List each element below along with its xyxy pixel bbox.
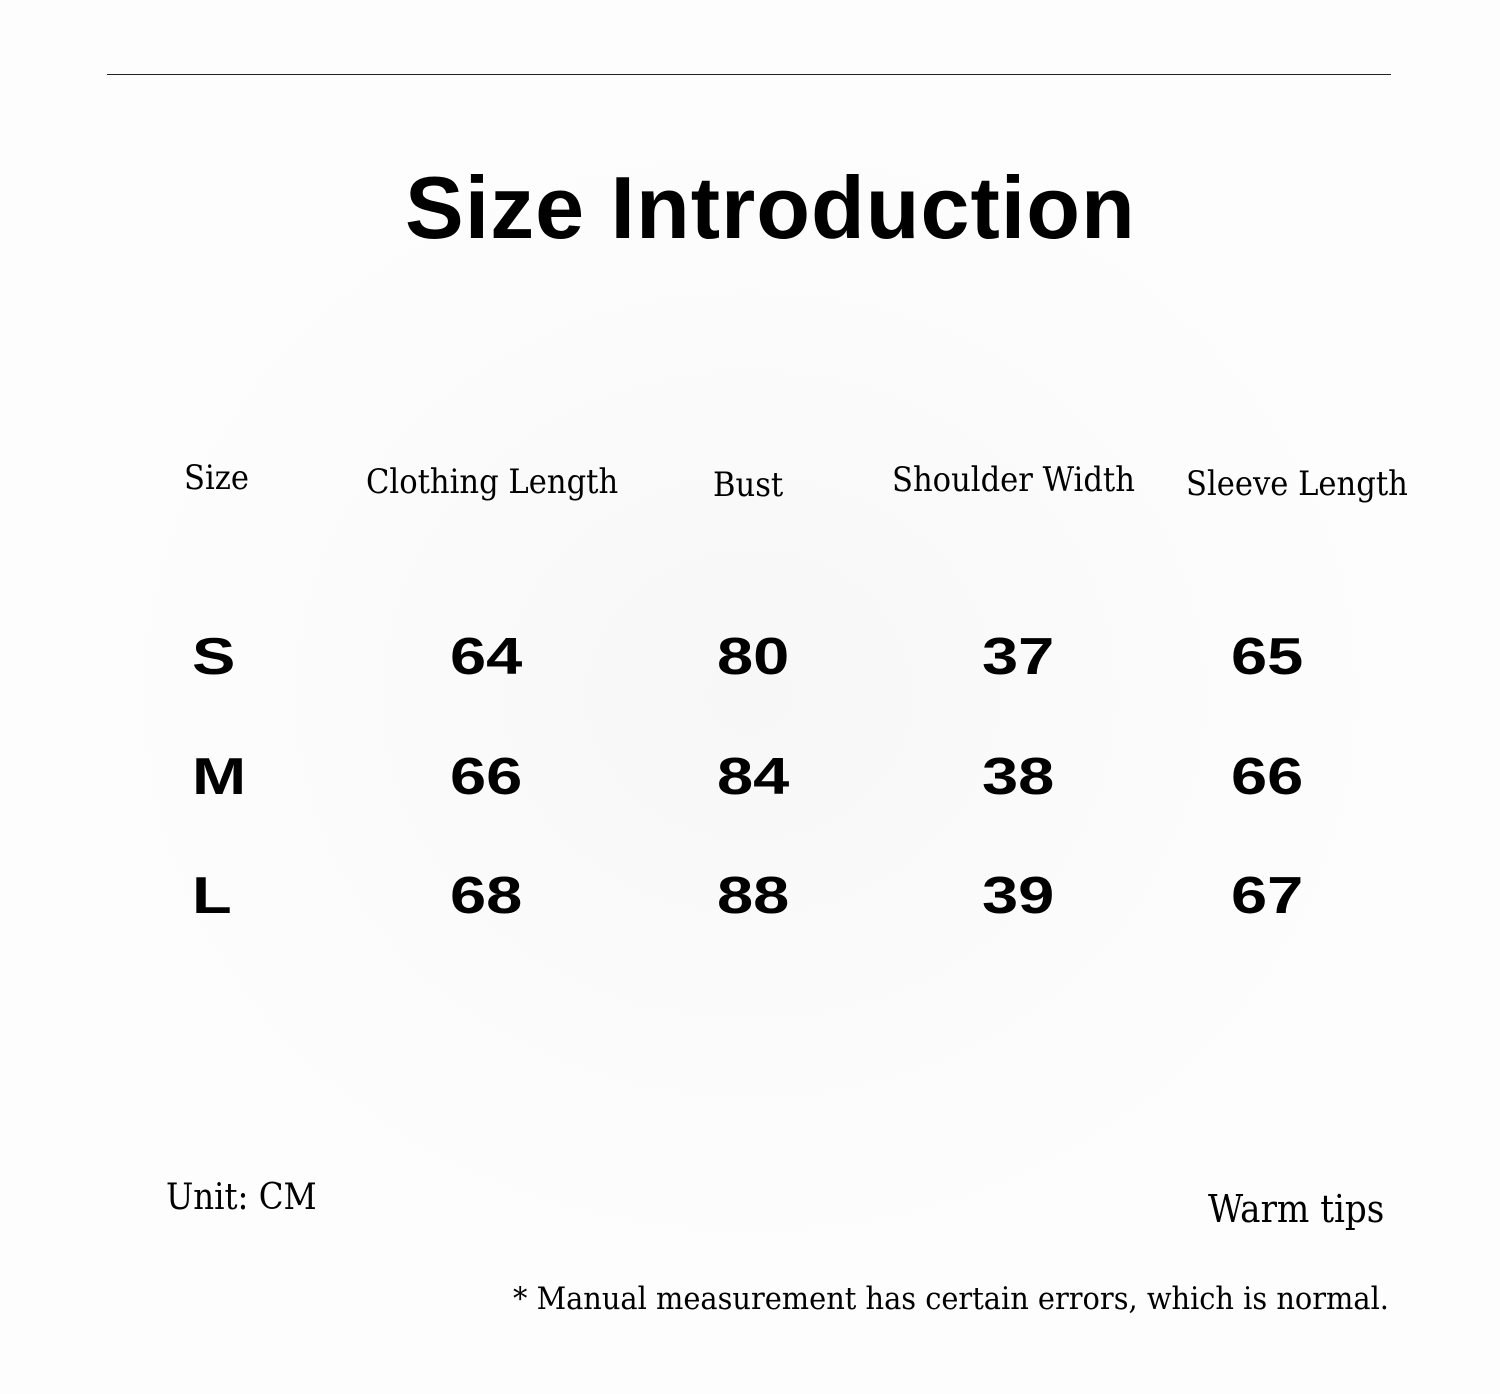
cell-shoulder-width: 37	[982, 628, 1055, 686]
cell-size: L	[192, 867, 232, 925]
cell-clothing-length: 68	[450, 867, 523, 925]
background-glow	[100, 120, 1400, 1270]
unit-label: Unit: CM	[166, 1177, 317, 1218]
cell-size: M	[192, 748, 247, 806]
cell-shoulder-width: 38	[982, 748, 1055, 806]
cell-sleeve-length: 65	[1231, 628, 1304, 686]
cell-size: S	[192, 628, 236, 686]
page-title: Size Introduction	[405, 158, 1136, 257]
header-clothing-length: Clothing Length	[366, 462, 619, 502]
measurement-note: * Manual measurement has certain errors,…	[513, 1281, 1389, 1317]
cell-clothing-length: 66	[450, 748, 523, 806]
header-bust: Bust	[713, 465, 784, 505]
cell-bust: 80	[717, 628, 790, 686]
cell-clothing-length: 64	[450, 628, 523, 686]
cell-bust: 88	[717, 867, 790, 925]
header-sleeve-length: Sleeve Length	[1186, 464, 1408, 504]
cell-sleeve-length: 67	[1231, 867, 1304, 925]
header-size: Size	[184, 458, 249, 498]
cell-shoulder-width: 39	[982, 867, 1055, 925]
cell-bust: 84	[717, 748, 790, 806]
warm-tips-heading: Warm tips	[1208, 1187, 1385, 1231]
header-shoulder-width: Shoulder Width	[892, 460, 1135, 500]
cell-sleeve-length: 66	[1231, 748, 1304, 806]
top-divider	[107, 74, 1391, 75]
